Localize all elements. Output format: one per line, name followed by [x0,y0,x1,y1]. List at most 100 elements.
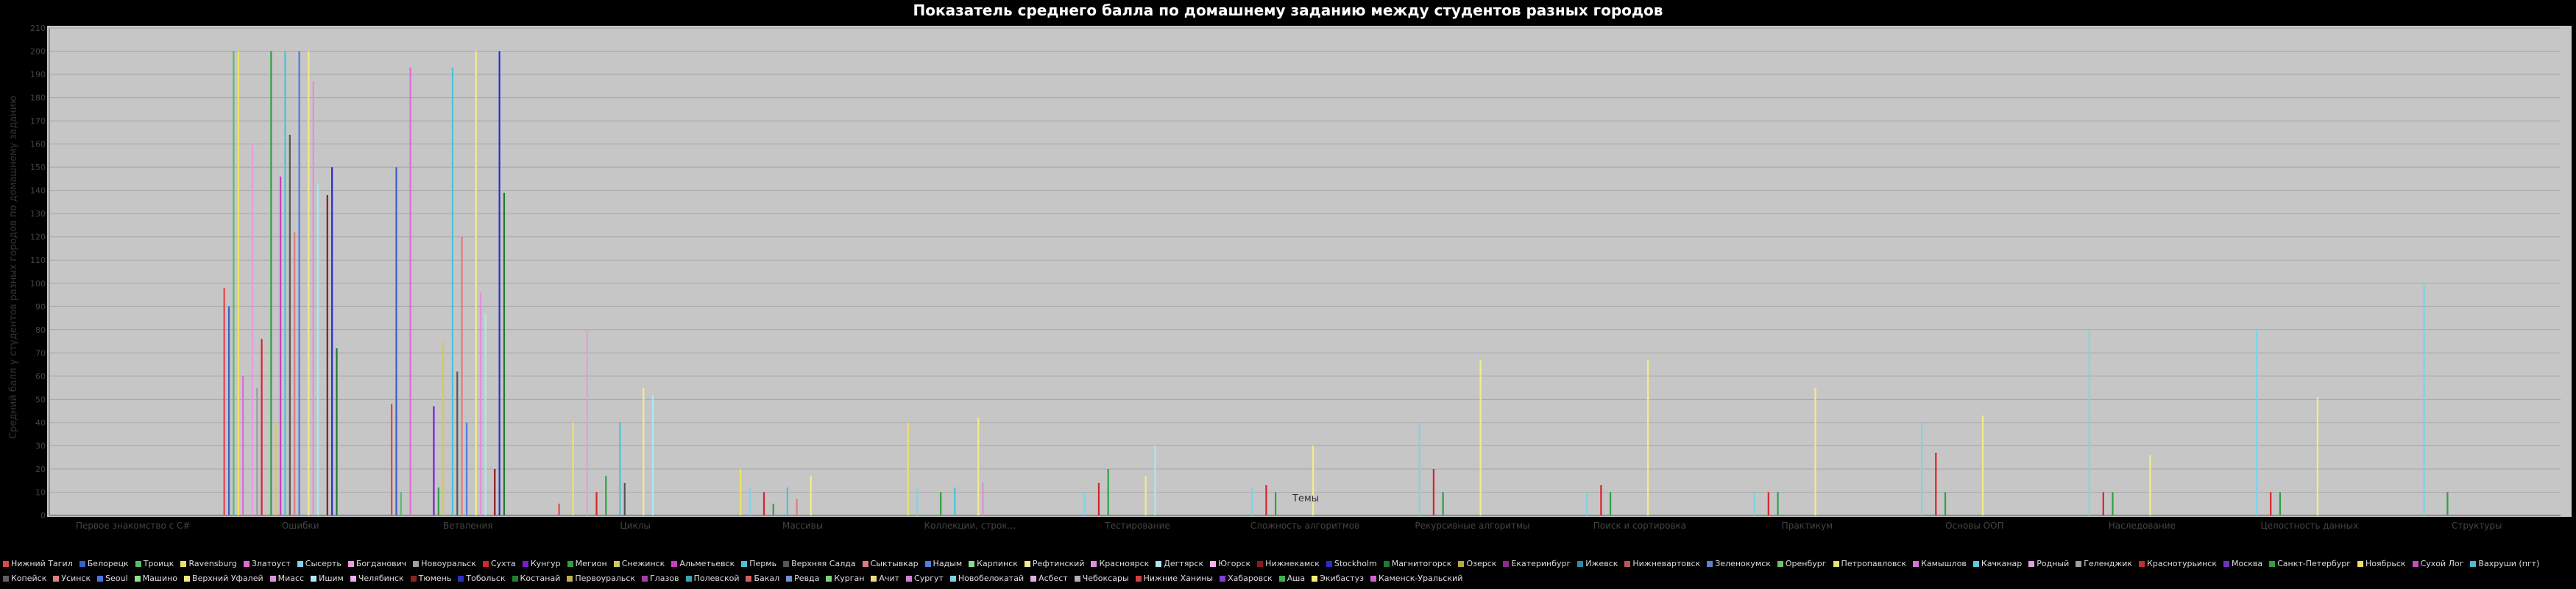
legend-label: Усинск [61,574,91,583]
legend-swatch [1370,576,1376,582]
y-tick-label: 30 [35,441,46,451]
legend-label: Костанай [520,574,561,583]
legend-item: Санкт-Петербург [2269,557,2351,571]
bar [982,482,984,515]
legend-item: Рефтинский [1024,557,1084,571]
bar [298,51,300,516]
legend-swatch [567,576,573,582]
legend-item: Надым [924,557,962,571]
legend-label: Верхняя Салда [791,559,856,568]
legend-label: Полевской [693,574,740,583]
bar [2256,329,2258,515]
legend-item: Краснотурьинск [2139,557,2217,571]
bar [409,67,411,516]
legend-swatch [746,576,752,582]
bar [1646,359,1649,515]
legend-label: Златоуст [251,559,291,568]
bar [1418,422,1420,515]
legend-label: Югорск [1218,559,1251,568]
bar [1479,359,1482,515]
bar [1921,422,1923,515]
legend-item: Камышлов [1913,557,1967,571]
legend-item: Тюмень [410,571,451,586]
bar [762,492,765,515]
legend-label: Троицк [143,559,174,568]
legend-label: Сухта [490,559,516,568]
legend-swatch [134,576,141,582]
x-axis-label: Темы [1292,493,1319,504]
bar [2112,492,2114,515]
bar [1442,492,1444,515]
legend-label: Зеленокумск [1715,559,1771,568]
legend-item: Машино [134,571,177,586]
legend-item: Тобольск [458,571,506,586]
bar [465,422,468,515]
x-tick-label: Коллекции, строк… [924,521,1016,531]
legend-label: Нижневартовск [1632,559,1701,568]
legend-label: Экибастуз [1320,574,1364,583]
legend-label: Москва [2231,559,2263,568]
legend-item: Екатеринбург [1503,557,1571,571]
legend-label: Бакал [754,574,780,583]
y-tick-label: 160 [30,140,46,149]
y-tick-label: 20 [35,465,46,474]
bar [1312,445,1314,515]
legend-label: Карпинск [977,559,1018,568]
bar [242,375,244,515]
bar [954,487,956,515]
legend-swatch [97,576,104,582]
bar [1609,492,1612,515]
legend-item: Аша [1278,571,1305,586]
bar [586,329,588,515]
legend-swatch [924,561,931,567]
legend-swatch [350,576,356,582]
x-tick-label: Ошибки [282,521,319,531]
legend-label: Санкт-Петербург [2277,559,2351,568]
legend: Нижний Тагил Белорецк Троицк Ravensburg Злат… [3,557,2572,586]
legend-item: Качканар [1972,557,2022,571]
x-tick-label: Ветвления [443,521,493,531]
legend-swatch [1210,561,1217,567]
bar [494,468,496,515]
legend-swatch [522,561,528,567]
y-tick-label: 180 [30,94,46,103]
legend-swatch [969,561,975,567]
y-tick-label: 40 [35,418,46,428]
legend-swatch [347,561,354,567]
bar [312,81,314,515]
legend-item: Нижневартовск [1624,557,1700,571]
legend-label: Альметьевск [679,559,735,568]
bar [749,487,751,515]
legend-swatch [2028,561,2035,567]
bar [395,167,397,515]
legend-item: Дегтярск [1156,557,1203,571]
legend-swatch [613,561,620,567]
legend-label: Нижнекамск [1265,559,1320,568]
legend-swatch [1024,561,1030,567]
bar [772,504,774,515]
bar [237,51,239,516]
legend-swatch [184,576,191,582]
legend-item: Асбест [1030,571,1068,586]
legend-label: Seoul [105,574,128,583]
bar-chart: 0 10 20 30 40 50 60 70 80 90 100 110 120 130 140 150 160… [8,24,2572,531]
legend-label: Сыктывкар [870,559,919,568]
bar [786,487,788,515]
legend-item: Seoul [97,571,128,586]
legend-swatch [180,561,187,567]
legend-swatch [458,576,464,582]
legend-label: Пермь [749,559,777,568]
bar [400,492,402,515]
legend-swatch [2412,561,2418,567]
legend-item: Красноярск [1091,557,1149,571]
y-tick-label: 50 [35,395,46,404]
y-tick-label: 100 [30,279,46,289]
bar [308,51,310,516]
legend-item: Сургут [906,571,944,586]
bar [336,348,338,515]
bar [1265,485,1267,515]
legend-label: Ravensburg [188,559,237,568]
bar [480,292,482,515]
bar [1251,487,1253,515]
bar [1083,492,1086,515]
